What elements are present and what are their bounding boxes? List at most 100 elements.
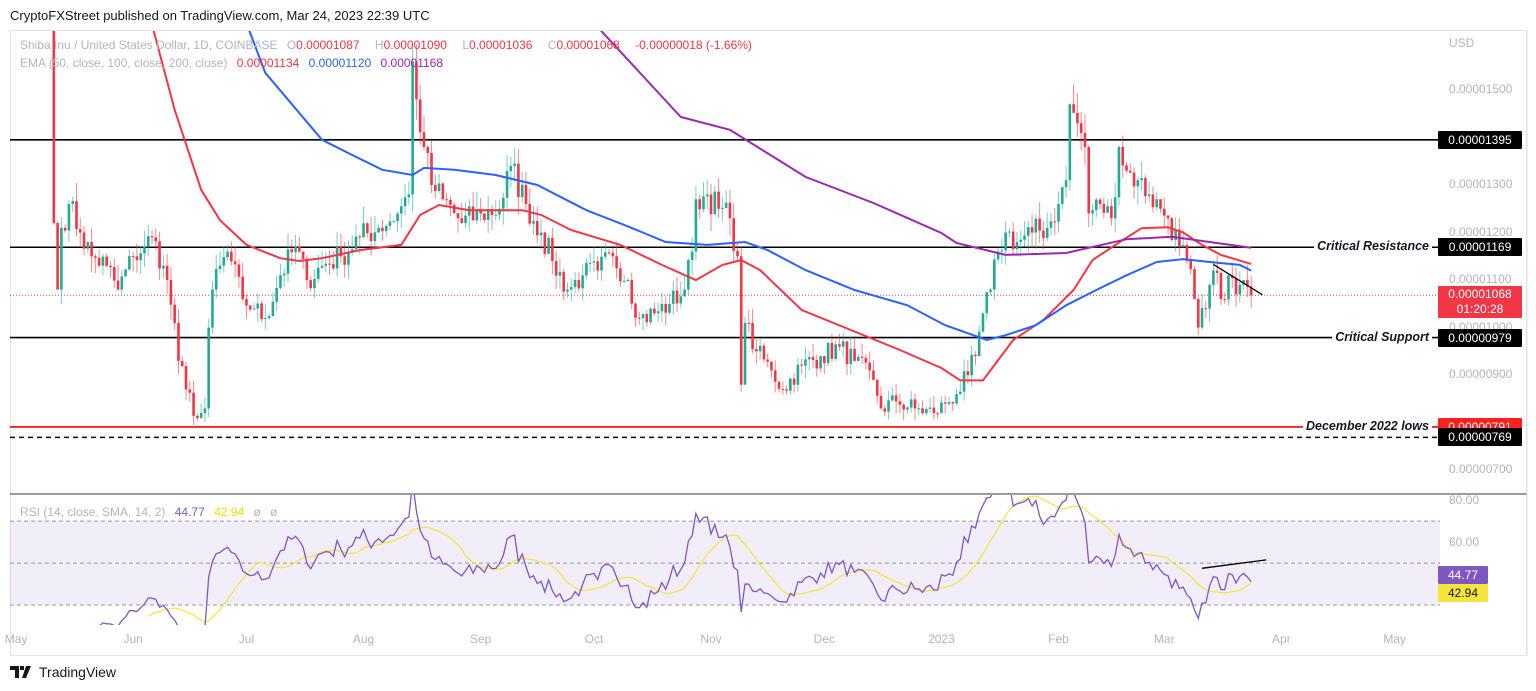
candle [1060, 187, 1064, 210]
candle [785, 385, 788, 395]
candle [1113, 182, 1117, 233]
candle-body [169, 280, 173, 305]
candle [248, 305, 252, 312]
candle [800, 358, 803, 374]
candle [743, 316, 747, 385]
candle [1030, 214, 1034, 249]
candle-body [547, 237, 550, 254]
candle-body [830, 342, 834, 359]
candle [841, 332, 845, 357]
candle-body [184, 366, 188, 390]
ema-label[interactable]: EMA (50, close, 100, close, 200, close) [20, 56, 228, 70]
candle-body [86, 242, 90, 249]
candle [547, 234, 550, 255]
candle [1147, 181, 1151, 202]
candle-body [177, 322, 180, 361]
tradingview-logo[interactable]: TradingView [10, 664, 116, 680]
candle [566, 282, 569, 298]
candle-body [581, 275, 584, 289]
candle-body [675, 290, 679, 304]
candle-body [717, 191, 720, 209]
candle [528, 188, 532, 227]
ema-legend: EMA (50, close, 100, close, 200, close) … [20, 56, 449, 70]
candle [392, 220, 396, 223]
candle [1079, 112, 1083, 151]
candle-body [1030, 227, 1034, 233]
candle [668, 293, 671, 315]
rsi-label[interactable]: RSI (14, close, SMA, 14, 2) [20, 505, 166, 519]
candle [430, 140, 433, 193]
candle [279, 263, 282, 290]
candle [1023, 221, 1026, 247]
candle-body [1060, 187, 1064, 204]
ema100-value: 0.00001120 [308, 56, 372, 70]
candle-body [588, 262, 592, 264]
candle [486, 195, 490, 234]
candle-body [615, 256, 618, 269]
candle-body [347, 252, 350, 265]
candle-body [955, 394, 958, 404]
candle [60, 217, 63, 305]
ema100-line [248, 31, 1252, 342]
candle-body [562, 271, 566, 292]
candle [913, 393, 917, 421]
candle [362, 206, 365, 239]
candle-body [690, 251, 694, 261]
candle [165, 254, 169, 294]
candle [1193, 265, 1196, 300]
candle [192, 380, 195, 426]
candle-body [732, 218, 735, 251]
candle-body [600, 256, 603, 271]
candle-body [1008, 231, 1011, 233]
candle [857, 354, 860, 362]
time-tick: May [1383, 632, 1407, 646]
candle-body [449, 199, 452, 205]
candle-body [796, 364, 800, 385]
candle-body [211, 289, 214, 328]
candle [974, 351, 977, 366]
candle-body [687, 260, 690, 290]
candle [736, 241, 739, 260]
candle-body [335, 247, 339, 269]
candle [124, 269, 127, 277]
candle [596, 256, 600, 281]
candle-body [264, 318, 267, 320]
candle-body [630, 280, 634, 304]
candle [947, 396, 951, 407]
candle-body [566, 289, 569, 292]
rsi-trendline[interactable] [1201, 559, 1267, 569]
candle-body [139, 253, 142, 261]
candle [139, 246, 142, 275]
candle-body [977, 331, 981, 357]
candle-body [498, 208, 501, 215]
candle-body [996, 251, 1000, 260]
candle-body [207, 327, 210, 409]
candle-body [222, 257, 226, 266]
candle [260, 300, 263, 323]
candle [1132, 167, 1136, 199]
symbol-name[interactable]: Shiba Inu / United States Dollar, 1D, CO… [20, 38, 278, 52]
candle-body [1023, 235, 1026, 240]
candle-body [1038, 218, 1041, 231]
candle [1219, 270, 1223, 305]
price-trendline[interactable] [1213, 263, 1263, 296]
candle [860, 343, 864, 365]
candle [426, 145, 430, 168]
candle [1019, 230, 1023, 257]
candle [1121, 135, 1125, 178]
candle [418, 84, 422, 145]
candle [354, 224, 358, 252]
candle [109, 261, 112, 278]
candle [634, 302, 637, 328]
candle-body [180, 360, 184, 367]
candle [755, 338, 758, 365]
candle [853, 335, 856, 362]
candle-body [743, 322, 747, 385]
candle [1057, 191, 1060, 233]
candle [932, 395, 936, 420]
candle [501, 193, 505, 225]
candle-body [925, 408, 928, 414]
candle [513, 147, 516, 182]
candle-body [1076, 112, 1079, 124]
